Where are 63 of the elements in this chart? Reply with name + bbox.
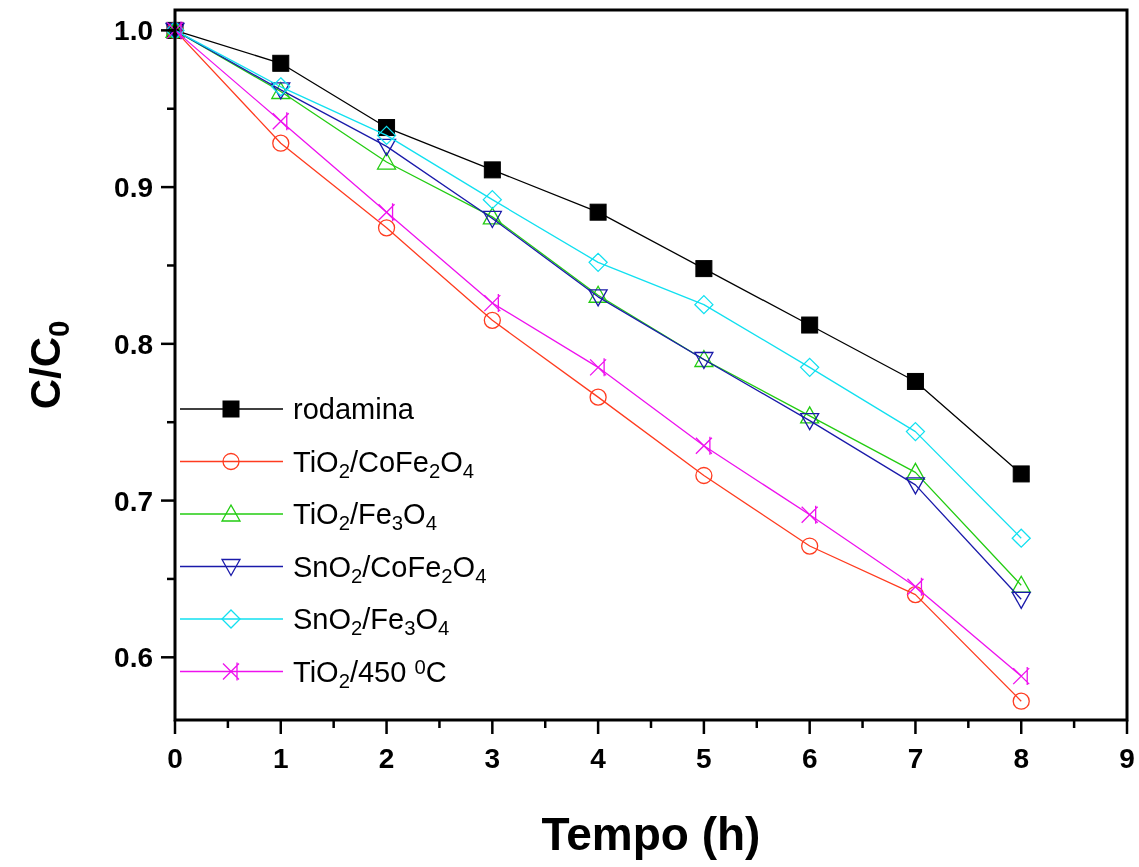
x-tick-label: 9	[1119, 743, 1135, 774]
point	[377, 202, 396, 222]
legend-label: rodamina	[293, 393, 415, 425]
point	[589, 203, 607, 221]
point	[906, 577, 925, 597]
point	[589, 357, 607, 377]
x-tick-label: 2	[378, 743, 395, 774]
point	[905, 462, 926, 481]
point	[376, 138, 397, 157]
point	[695, 260, 713, 278]
point	[482, 210, 502, 229]
point	[588, 289, 608, 307]
y-tick-label: 1.0	[114, 15, 153, 47]
point	[800, 406, 820, 424]
point	[800, 412, 820, 431]
point	[483, 311, 501, 329]
point	[694, 295, 714, 315]
x-axis-title: Tempo (h)	[541, 808, 761, 860]
legend-label: TiO$_{2}$/CoFe$_{2}$O$_{4}$	[293, 445, 475, 482]
point	[272, 134, 290, 152]
point	[1012, 465, 1030, 483]
x-tick-label: 1	[272, 743, 289, 774]
legend-label: TiO$_{2}$/450 $^{0}$C	[293, 655, 447, 692]
point	[1012, 692, 1030, 710]
point	[906, 585, 925, 604]
point	[482, 190, 502, 210]
legend-label: SnO$_{2}$/Fe$_{3}$O$_{4}$	[293, 603, 450, 639]
point	[588, 285, 608, 303]
y-tick-label: 0.6	[114, 642, 153, 674]
y-tick-label: 0.9	[114, 172, 153, 204]
legend-label: SnO$_{2}$/CoFe$_{2}$O$_{4}$	[293, 550, 487, 587]
point	[905, 421, 926, 442]
point	[1011, 591, 1031, 609]
x-tick-label: 3	[484, 743, 501, 774]
point	[377, 219, 396, 237]
x-tick-label: 0	[167, 743, 183, 774]
point	[906, 372, 924, 390]
point	[1012, 666, 1030, 686]
point	[1011, 528, 1031, 548]
point	[801, 537, 819, 555]
point	[801, 505, 819, 525]
x-tick-label: 6	[801, 743, 818, 774]
x-tick-label: 5	[696, 743, 712, 774]
point	[483, 293, 501, 313]
point	[482, 207, 502, 225]
point	[588, 252, 608, 272]
x-tick-label: 7	[907, 743, 924, 774]
x-tick-label: 8	[1013, 743, 1030, 774]
point	[376, 152, 397, 170]
point	[589, 388, 607, 406]
x-tick-label: 4	[590, 743, 607, 774]
y-tick-label: 0.8	[114, 328, 153, 360]
point	[272, 54, 290, 72]
point	[272, 111, 290, 131]
legend-label: TiO$_{2}$/Fe$_{3}$O$_{4}$	[293, 498, 437, 534]
point	[905, 477, 926, 495]
point	[376, 125, 397, 146]
point	[695, 466, 713, 485]
point	[483, 161, 501, 179]
y-tick-label: 0.7	[114, 485, 153, 517]
point	[800, 357, 820, 377]
point	[801, 316, 819, 334]
point	[695, 436, 713, 456]
